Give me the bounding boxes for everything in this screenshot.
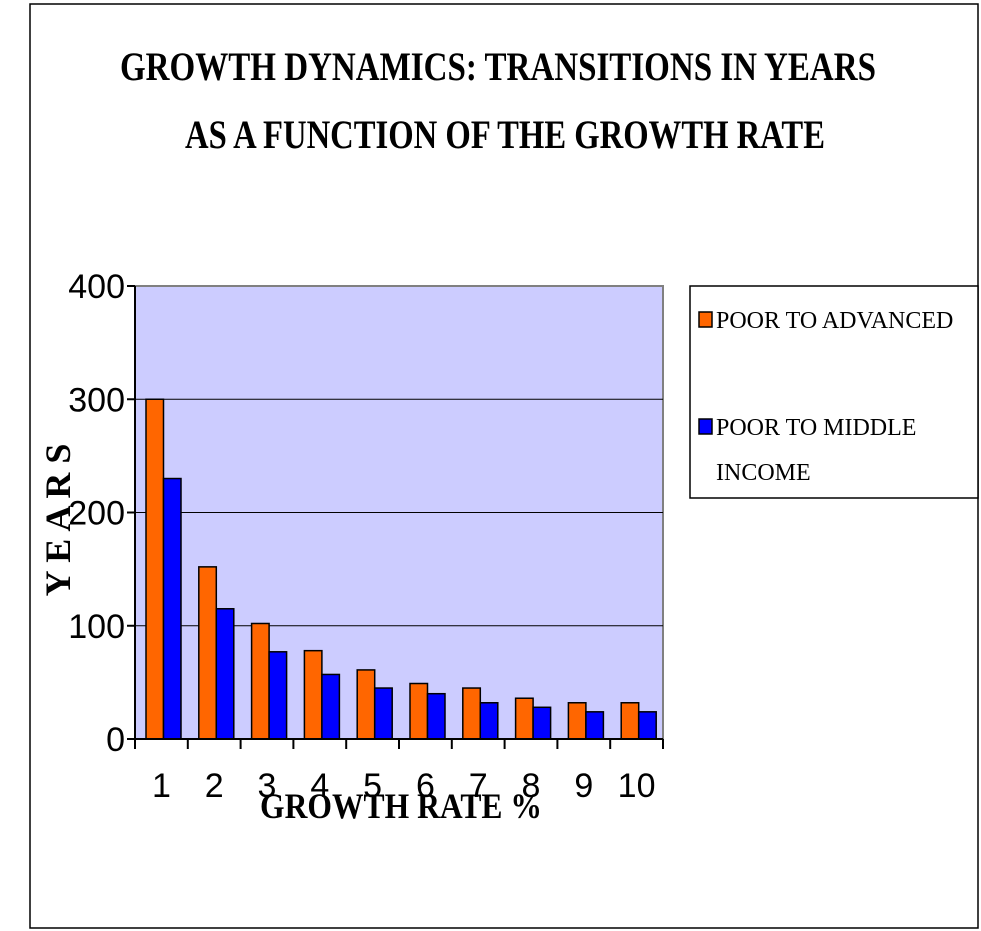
bar-poor-to-middle-income-5: [375, 688, 393, 739]
bar-poor-to-advanced-2: [199, 567, 217, 739]
bar-poor-to-middle-income-7: [480, 703, 498, 739]
bar-poor-to-middle-income-3: [269, 652, 287, 739]
x-tick-label-2: 2: [205, 767, 224, 805]
bar-poor-to-advanced-10: [621, 703, 639, 739]
x-axis-title: GROWTH RATE %: [260, 786, 542, 826]
bar-poor-to-advanced-3: [252, 623, 270, 739]
chart-title-line-1: GROWTH DYNAMICS: TRANSITIONS IN YEARS: [120, 44, 876, 89]
legend-label-poor-to-middle-income-line-2: INCOME: [716, 460, 811, 486]
y-tick-label-0: 0: [106, 721, 125, 759]
bar-poor-to-advanced-5: [357, 670, 375, 739]
chart-title-line-2: AS A FUNCTION OF THE GROWTH RATE: [185, 112, 825, 157]
bar-poor-to-advanced-7: [463, 688, 481, 739]
y-axis-title: Y E A R S: [38, 444, 78, 597]
y-tick-label-300: 300: [68, 381, 125, 419]
x-tick-label-1: 1: [152, 767, 171, 805]
bar-poor-to-advanced-8: [516, 698, 534, 739]
legend-label-poor-to-advanced: POOR TO ADVANCED: [716, 308, 953, 334]
x-tick-label-9: 9: [574, 767, 593, 805]
legend-swatch-poor-to-advanced: [699, 312, 712, 327]
legend-swatch-poor-to-middle-income: [699, 419, 712, 434]
legend: POOR TO ADVANCED POOR TO MIDDLE INCOME: [690, 286, 978, 498]
bar-poor-to-middle-income-2: [216, 609, 234, 739]
bar-poor-to-advanced-6: [410, 684, 428, 739]
bar-poor-to-middle-income-6: [428, 694, 446, 739]
bar-poor-to-middle-income-4: [322, 674, 340, 739]
legend-label-poor-to-middle-income-line-1: POOR TO MIDDLE: [716, 415, 916, 441]
bar-poor-to-advanced-4: [304, 651, 322, 739]
bar-poor-to-middle-income-9: [586, 712, 604, 739]
bar-poor-to-advanced-1: [146, 399, 164, 739]
bar-poor-to-middle-income-8: [533, 707, 551, 739]
bar-poor-to-middle-income-1: [164, 479, 182, 739]
y-tick-label-400: 400: [68, 268, 125, 306]
bar-poor-to-advanced-9: [568, 703, 586, 739]
y-tick-label-100: 100: [68, 608, 125, 646]
bar-poor-to-middle-income-10: [639, 712, 657, 739]
x-tick-label-10: 10: [618, 767, 656, 805]
